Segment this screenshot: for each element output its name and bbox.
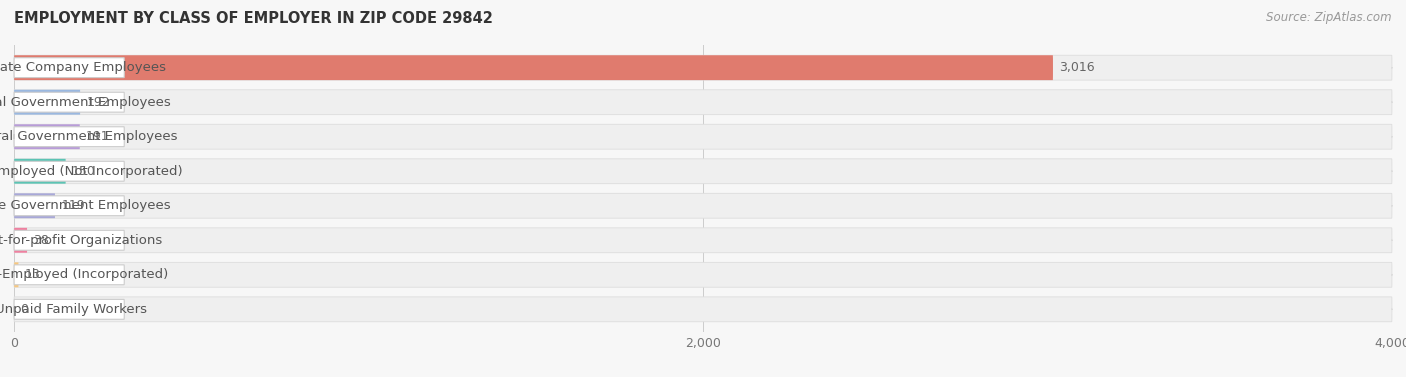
Text: 119: 119 <box>62 199 84 212</box>
FancyBboxPatch shape <box>14 228 27 253</box>
FancyBboxPatch shape <box>14 90 1392 115</box>
Text: 192: 192 <box>86 96 110 109</box>
FancyBboxPatch shape <box>14 159 66 184</box>
Text: EMPLOYMENT BY CLASS OF EMPLOYER IN ZIP CODE 29842: EMPLOYMENT BY CLASS OF EMPLOYER IN ZIP C… <box>14 11 494 26</box>
Text: 150: 150 <box>72 165 96 178</box>
Text: 3,016: 3,016 <box>1059 61 1095 74</box>
Text: 0: 0 <box>20 303 28 316</box>
Text: 38: 38 <box>34 234 49 247</box>
Text: 13: 13 <box>25 268 41 281</box>
Text: Self-Employed (Not Incorporated): Self-Employed (Not Incorporated) <box>0 165 183 178</box>
FancyBboxPatch shape <box>14 228 1392 253</box>
FancyBboxPatch shape <box>14 299 124 319</box>
Text: Source: ZipAtlas.com: Source: ZipAtlas.com <box>1267 11 1392 24</box>
FancyBboxPatch shape <box>14 193 1392 218</box>
FancyBboxPatch shape <box>14 90 80 115</box>
FancyBboxPatch shape <box>14 230 124 250</box>
FancyBboxPatch shape <box>14 159 1392 184</box>
Text: Private Company Employees: Private Company Employees <box>0 61 166 74</box>
Text: Local Government Employees: Local Government Employees <box>0 96 170 109</box>
Text: Federal Government Employees: Federal Government Employees <box>0 130 177 143</box>
FancyBboxPatch shape <box>14 92 124 112</box>
FancyBboxPatch shape <box>14 124 1392 149</box>
FancyBboxPatch shape <box>14 127 124 147</box>
FancyBboxPatch shape <box>14 262 1392 287</box>
FancyBboxPatch shape <box>14 297 1392 322</box>
FancyBboxPatch shape <box>14 196 124 216</box>
FancyBboxPatch shape <box>14 55 1392 80</box>
Text: Self-Employed (Incorporated): Self-Employed (Incorporated) <box>0 268 169 281</box>
Text: 191: 191 <box>86 130 110 143</box>
Text: Unpaid Family Workers: Unpaid Family Workers <box>0 303 146 316</box>
FancyBboxPatch shape <box>14 124 80 149</box>
FancyBboxPatch shape <box>14 193 55 218</box>
FancyBboxPatch shape <box>14 161 124 181</box>
FancyBboxPatch shape <box>14 58 124 78</box>
FancyBboxPatch shape <box>14 55 1053 80</box>
FancyBboxPatch shape <box>14 262 18 287</box>
Text: State Government Employees: State Government Employees <box>0 199 170 212</box>
Text: Not-for-profit Organizations: Not-for-profit Organizations <box>0 234 162 247</box>
FancyBboxPatch shape <box>14 265 124 285</box>
